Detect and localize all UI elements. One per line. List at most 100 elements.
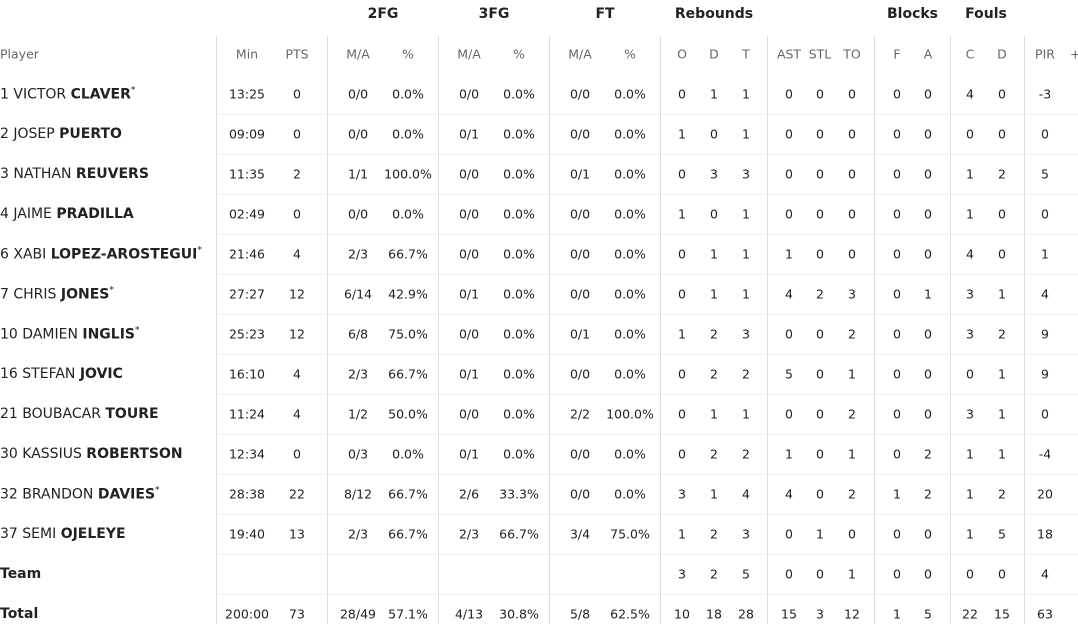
column-divider bbox=[549, 36, 550, 624]
group-header: FT bbox=[595, 6, 615, 22]
stat-cell: 0/0 bbox=[347, 86, 369, 102]
stat-cell: 3 bbox=[816, 606, 824, 622]
stat-cell: 3/4 bbox=[569, 526, 591, 542]
stat-cell: 0.0% bbox=[614, 86, 646, 102]
stat-cell: 0/0 bbox=[569, 86, 591, 102]
stat-cell: 2 bbox=[710, 446, 718, 462]
stat-cell: 0.0% bbox=[503, 286, 535, 302]
column-header: O bbox=[677, 46, 687, 62]
column-header: D bbox=[997, 46, 1007, 62]
stat-cell: 0/0 bbox=[569, 246, 591, 262]
stat-cell: 4 bbox=[1041, 566, 1049, 582]
stat-cell: 2 bbox=[293, 166, 301, 182]
stat-cell: 0.0% bbox=[503, 126, 535, 142]
group-header: 2FG bbox=[367, 6, 399, 22]
starter-mark: * bbox=[135, 325, 140, 336]
stat-cell: 3 bbox=[710, 166, 718, 182]
stat-cell: 0 bbox=[998, 206, 1006, 222]
stat-cell: 66.7% bbox=[388, 526, 428, 542]
group-header: Fouls bbox=[965, 6, 1007, 22]
last-name: LOPEZ-AROSTEGUI bbox=[50, 246, 198, 263]
stat-cell: 3 bbox=[966, 406, 974, 422]
stat-cell: 0.0% bbox=[614, 206, 646, 222]
stat-cell: 66.7% bbox=[388, 486, 428, 502]
player-name: 37 SEMI OJELEYE bbox=[0, 526, 126, 542]
last-name: OJELEYE bbox=[60, 526, 126, 542]
stat-cell: 2 bbox=[848, 326, 856, 342]
group-header: Rebounds bbox=[674, 6, 754, 22]
stat-cell: 0 bbox=[785, 406, 793, 422]
stat-cell: 0 bbox=[785, 526, 793, 542]
stat-cell: 0 bbox=[293, 86, 301, 102]
column-header: PTS bbox=[285, 46, 309, 62]
stat-cell: 0 bbox=[710, 206, 718, 222]
stat-cell: 0.0% bbox=[503, 246, 535, 262]
stat-cell: 1 bbox=[816, 526, 824, 542]
stat-cell: 0 bbox=[816, 166, 824, 182]
column-header: M/A bbox=[346, 46, 370, 62]
stat-cell: 0 bbox=[893, 246, 901, 262]
stat-cell: 0.0% bbox=[503, 446, 535, 462]
stat-cell: 0 bbox=[785, 86, 793, 102]
stat-cell: 0.0% bbox=[392, 446, 424, 462]
stat-cell: 1 bbox=[924, 286, 932, 302]
stat-cell: 0 bbox=[924, 166, 932, 182]
stat-cell: 2/3 bbox=[347, 526, 369, 542]
stat-cell: 2 bbox=[816, 286, 824, 302]
stat-cell: 2/3 bbox=[458, 526, 480, 542]
stat-cell: 1 bbox=[966, 486, 974, 502]
stat-cell: 0/0 bbox=[569, 446, 591, 462]
stat-cell: 4 bbox=[1041, 286, 1049, 302]
stat-cell: 0 bbox=[710, 126, 718, 142]
stat-cell: 0.0% bbox=[503, 166, 535, 182]
stat-cell: 2 bbox=[998, 326, 1006, 342]
stat-cell: 11:35 bbox=[228, 166, 266, 182]
stat-cell: 0 bbox=[998, 126, 1006, 142]
stat-cell: 12 bbox=[289, 286, 305, 302]
stat-cell: 0.0% bbox=[503, 326, 535, 342]
stat-cell: 4 bbox=[785, 486, 793, 502]
stat-cell: 0 bbox=[998, 246, 1006, 262]
stat-cell: 12:34 bbox=[228, 446, 266, 462]
stat-cell: 0 bbox=[966, 126, 974, 142]
stat-cell: 0 bbox=[893, 286, 901, 302]
column-header: AST bbox=[776, 46, 802, 62]
stat-cell: 0/1 bbox=[569, 166, 591, 182]
stat-cell: 1 bbox=[742, 86, 750, 102]
stat-cell: 0 bbox=[924, 126, 932, 142]
stat-cell: 3 bbox=[742, 166, 750, 182]
column-header: Min bbox=[235, 46, 259, 62]
first-name: KASSIUS bbox=[22, 446, 82, 462]
stat-cell: 75.0% bbox=[388, 326, 428, 342]
stat-cell: 4 bbox=[966, 246, 974, 262]
stat-cell: 3 bbox=[678, 486, 686, 502]
stat-cell: 62.5% bbox=[610, 606, 650, 622]
last-name: ROBERTSON bbox=[86, 446, 183, 462]
column-header: STL bbox=[808, 46, 832, 62]
stat-cell: 1 bbox=[710, 286, 718, 302]
player-name: 32 BRANDON DAVIES* bbox=[0, 486, 160, 503]
stat-cell: 28:38 bbox=[228, 486, 266, 502]
stat-cell: 1 bbox=[678, 326, 686, 342]
stat-cell: 18 bbox=[1037, 526, 1053, 542]
column-header: M/A bbox=[457, 46, 481, 62]
column-header: D bbox=[709, 46, 719, 62]
first-name: CHRIS bbox=[13, 286, 57, 303]
column-header: % bbox=[402, 46, 414, 62]
player-name: 2 JOSEP PUERTO bbox=[0, 126, 122, 142]
stat-cell: 12 bbox=[289, 326, 305, 342]
stat-cell: 2 bbox=[710, 566, 718, 582]
stat-cell: 0 bbox=[893, 126, 901, 142]
stat-cell: 0 bbox=[966, 566, 974, 582]
column-divider bbox=[327, 36, 328, 624]
column-divider bbox=[874, 36, 875, 624]
stat-cell: 22 bbox=[289, 486, 305, 502]
stat-cell: 28 bbox=[738, 606, 754, 622]
stat-cell: 0 bbox=[785, 206, 793, 222]
stat-cell: 2/6 bbox=[458, 486, 480, 502]
stat-cell: 66.7% bbox=[388, 246, 428, 262]
column-divider bbox=[216, 36, 217, 624]
stat-cell: 1/2 bbox=[347, 406, 369, 422]
player-number: 30 bbox=[0, 446, 18, 462]
column-header: F bbox=[893, 46, 901, 62]
